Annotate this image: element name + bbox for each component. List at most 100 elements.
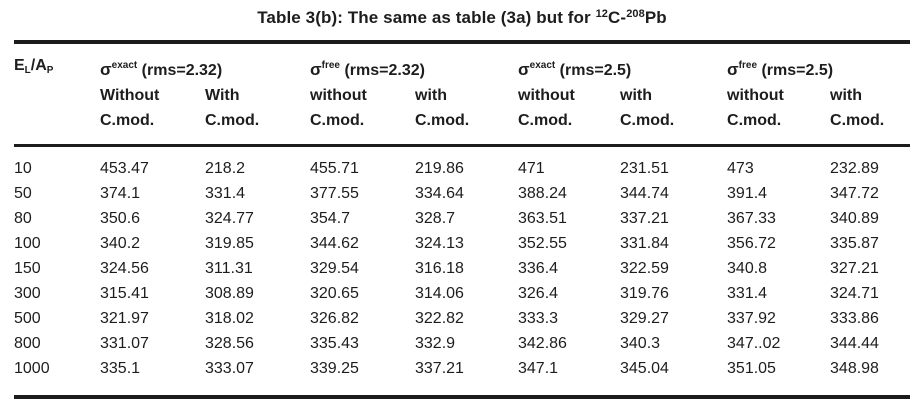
value-cell: 331.4 (727, 285, 768, 302)
sub-header-cmod: C.mod. (830, 112, 885, 129)
value-cell: 340.2 (100, 235, 141, 252)
value-cell: 331.07 (100, 335, 149, 352)
sub-header-cmod: C.mod. (518, 112, 573, 129)
table-row: 800 331.07 328.56 335.43 332.9 342.86 34… (14, 331, 910, 356)
value-cell: 344.62 (310, 235, 359, 252)
value-cell: 356.72 (727, 235, 776, 252)
value-cell: 333.3 (518, 310, 559, 327)
value-cell: 328.56 (205, 335, 254, 352)
group-header-sigma-exact-rms25: σexact (rms=2.5) (518, 42, 727, 83)
group-header-sigma-free-rms25: σfree (rms=2.5) (727, 42, 910, 83)
value-cell: 324.56 (100, 260, 149, 277)
value-cell: 326.82 (310, 310, 359, 327)
value-cell: 336.4 (518, 260, 559, 277)
sigma-superscript: exact (111, 60, 138, 71)
value-cell: 319.85 (205, 235, 254, 252)
energy-cell: 1000 (14, 360, 50, 377)
value-cell: 344.74 (620, 185, 669, 202)
sigma-superscript: exact (529, 60, 556, 71)
table-row: 10 453.47 218.2 455.71 219.86 471 231.51… (14, 146, 910, 182)
value-cell: 377.55 (310, 185, 359, 202)
value-cell: 348.98 (830, 360, 879, 377)
sub-header-without: without (727, 87, 784, 104)
table-row: 80 350.6 324.77 354.7 328.7 363.51 337.2… (14, 206, 910, 231)
mass-symbol: /A (30, 57, 47, 74)
value-cell: 334.64 (415, 185, 464, 202)
table-header: EL/AP σexact (rms=2.32) σfree (rms=2.32)… (14, 42, 911, 146)
value-cell: 335.1 (100, 360, 141, 377)
energy-cell: 150 (14, 260, 41, 277)
value-cell: 473 (727, 160, 754, 177)
sigma-symbol: σ (310, 60, 322, 79)
sigma-symbol: σ (518, 60, 530, 79)
value-cell: 333.07 (205, 360, 254, 377)
sub-header-without: without (310, 87, 367, 104)
sub-header-with: with (620, 87, 652, 104)
value-cell: 471 (518, 160, 545, 177)
value-cell: 352.55 (518, 235, 567, 252)
isotope2-symbol: Pb (644, 8, 667, 27)
cross-section-table: EL/AP σexact (rms=2.32) σfree (rms=2.32)… (14, 40, 911, 399)
sub-header-cmod: C.mod. (310, 112, 365, 129)
value-cell: 315.41 (100, 285, 149, 302)
value-cell: 327.21 (830, 260, 879, 277)
header-group-row: EL/AP σexact (rms=2.32) σfree (rms=2.32)… (14, 42, 910, 83)
sigma-superscript: free (738, 60, 758, 71)
value-cell: 335.43 (310, 335, 359, 352)
sub-header-with: With (205, 87, 240, 104)
table-caption-text: Table 3(b): The same as table (3a) but f… (257, 8, 596, 27)
value-cell: 344.44 (830, 335, 879, 352)
energy-cell: 10 (14, 160, 32, 177)
isotope1-mass-superscript: 12 (595, 8, 609, 20)
value-cell: 320.65 (310, 285, 359, 302)
value-cell: 351.05 (727, 360, 776, 377)
value-cell: 319.76 (620, 285, 669, 302)
energy-cell: 300 (14, 285, 41, 302)
value-cell: 345.04 (620, 360, 669, 377)
value-cell: 308.89 (205, 285, 254, 302)
value-cell: 318.02 (205, 310, 254, 327)
energy-cell: 100 (14, 235, 41, 252)
value-cell: 363.51 (518, 210, 567, 227)
table-row: 50 374.1 331.4 377.55 334.64 388.24 344.… (14, 181, 910, 206)
column-header-energy: EL/AP (14, 42, 100, 146)
value-cell: 337.92 (727, 310, 776, 327)
value-cell: 337.21 (620, 210, 669, 227)
value-cell: 231.51 (620, 160, 669, 177)
value-cell: 219.86 (415, 160, 464, 177)
value-cell: 316.18 (415, 260, 464, 277)
value-cell: 321.97 (100, 310, 149, 327)
value-cell: 324.13 (415, 235, 464, 252)
value-cell: 324.71 (830, 285, 879, 302)
mass-subscript: P (46, 65, 54, 76)
value-cell: 335.87 (830, 235, 879, 252)
sub-header-cmod: C.mod. (205, 112, 260, 129)
rms-value: (rms=2.32) (137, 62, 223, 79)
energy-cell: 800 (14, 335, 41, 352)
value-cell: 329.27 (620, 310, 669, 327)
sigma-symbol: σ (100, 60, 112, 79)
value-cell: 347.1 (518, 360, 559, 377)
energy-subscript: L (24, 65, 31, 76)
table-body: 10 453.47 218.2 455.71 219.86 471 231.51… (14, 146, 910, 398)
table-row: 150 324.56 311.31 329.54 316.18 336.4 32… (14, 256, 910, 281)
header-with-row: Without With without with without with w… (14, 83, 910, 108)
sub-header-cmod: C.mod. (100, 112, 155, 129)
table-row: 1000 335.1 333.07 339.25 337.21 347.1 34… (14, 356, 910, 397)
energy-cell: 500 (14, 310, 41, 327)
value-cell: 333.86 (830, 310, 879, 327)
value-cell: 337.21 (415, 360, 464, 377)
value-cell: 314.06 (415, 285, 464, 302)
value-cell: 347.72 (830, 185, 879, 202)
isotope1-symbol: C (608, 8, 621, 27)
sigma-superscript: free (321, 60, 340, 71)
value-cell: 339.25 (310, 360, 359, 377)
value-cell: 367.33 (727, 210, 776, 227)
value-cell: 232.89 (830, 160, 879, 177)
value-cell: 374.1 (100, 185, 141, 202)
value-cell: 311.31 (205, 260, 253, 277)
group-header-sigma-exact-rms232: σexact (rms=2.32) (100, 42, 310, 83)
value-cell: 347..02 (727, 335, 781, 352)
value-cell: 340.8 (727, 260, 768, 277)
